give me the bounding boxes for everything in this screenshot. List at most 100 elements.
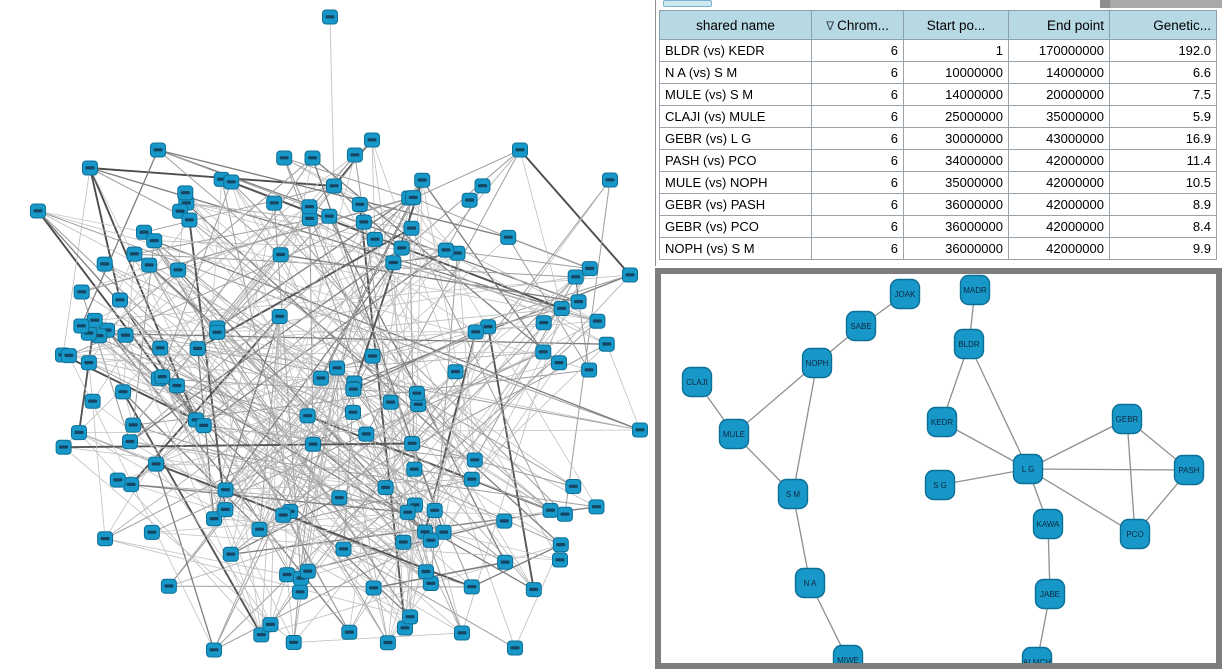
network-node[interactable] — [355, 214, 372, 230]
network-node-kawa[interactable]: KAWA — [1032, 508, 1064, 540]
network-node[interactable] — [535, 315, 552, 331]
network-node[interactable] — [331, 490, 348, 506]
table-cell[interactable]: 6 — [811, 61, 904, 84]
table-cell[interactable]: 6.6 — [1109, 61, 1217, 84]
network-node[interactable] — [217, 482, 234, 498]
network-node[interactable] — [480, 319, 497, 335]
table-cell[interactable]: 6 — [811, 171, 904, 194]
network-node[interactable] — [385, 255, 402, 271]
network-node-s-g[interactable]: S G — [924, 469, 956, 501]
network-node[interactable] — [345, 381, 362, 397]
table-cell[interactable]: 6 — [811, 39, 904, 62]
network-node[interactable] — [556, 506, 573, 522]
network-node[interactable] — [262, 617, 279, 633]
network-node-bldr[interactable]: BLDR — [953, 328, 985, 360]
network-node[interactable] — [195, 418, 212, 434]
network-node[interactable] — [97, 531, 114, 547]
table-cell[interactable]: 6 — [811, 149, 904, 172]
network-node[interactable] — [80, 355, 97, 371]
network-node[interactable] — [335, 541, 352, 557]
table-cell[interactable]: 36000000 — [903, 237, 1009, 260]
network-node[interactable] — [275, 507, 292, 523]
table-cell[interactable]: 42000000 — [1008, 193, 1110, 216]
table-cell[interactable]: GEBR (vs) PASH — [659, 193, 812, 216]
network-node[interactable] — [364, 132, 380, 148]
network-node[interactable] — [463, 579, 480, 595]
network-node[interactable] — [365, 580, 382, 596]
network-node[interactable] — [86, 312, 103, 328]
table-row[interactable]: MULE (vs) S M 6 14000000 20000000 7.5 — [659, 83, 1217, 106]
table-cell[interactable]: 6 — [811, 83, 904, 106]
table-cell[interactable]: 8.9 — [1109, 193, 1217, 216]
network-node-pash[interactable]: PASH — [1173, 454, 1205, 486]
network-node[interactable] — [125, 417, 142, 433]
network-node-sabe[interactable]: SABE — [845, 310, 877, 342]
network-node[interactable] — [71, 425, 87, 441]
scrollbar-thumb[interactable] — [663, 0, 712, 7]
table-cell[interactable]: 10.5 — [1109, 171, 1217, 194]
table-cell[interactable]: 5.9 — [1109, 105, 1217, 128]
network-node-madr[interactable]: MADR — [959, 274, 991, 306]
network-node[interactable] — [126, 246, 143, 262]
network-node[interactable] — [276, 150, 293, 166]
network-node[interactable] — [279, 567, 296, 583]
network-node-mule[interactable]: MULE — [718, 418, 750, 450]
network-node[interactable] — [152, 340, 169, 356]
table-cell[interactable]: 192.0 — [1109, 39, 1217, 62]
table-cell[interactable]: 170000000 — [1008, 39, 1110, 62]
table-cell[interactable]: 43000000 — [1008, 127, 1110, 150]
network-node[interactable] — [299, 408, 316, 424]
network-node[interactable] — [115, 384, 132, 400]
network-node[interactable] — [408, 385, 425, 401]
network-node[interactable] — [223, 174, 240, 190]
network-node[interactable] — [96, 256, 113, 272]
network-node[interactable] — [463, 471, 480, 487]
network-node[interactable] — [73, 284, 90, 300]
table-cell[interactable]: CLAJI (vs) MULE — [659, 105, 812, 128]
network-node[interactable] — [402, 609, 419, 625]
network-node[interactable] — [567, 269, 584, 285]
network-node[interactable] — [143, 524, 160, 540]
table-row[interactable]: CLAJI (vs) MULE 6 25000000 35000000 5.9 — [659, 105, 1217, 128]
network-node[interactable] — [271, 309, 288, 324]
network-node[interactable] — [292, 584, 308, 600]
table-row[interactable]: PASH (vs) PCO 6 34000000 42000000 11.4 — [659, 149, 1217, 172]
network-node[interactable] — [622, 267, 638, 283]
table-cell[interactable]: GEBR (vs) L G — [659, 127, 812, 150]
network-node[interactable] — [500, 229, 517, 245]
table-cell[interactable]: 6 — [811, 193, 904, 216]
network-node[interactable] — [404, 436, 421, 451]
table-cell[interactable]: 42000000 — [1008, 171, 1110, 194]
network-node[interactable] — [322, 9, 338, 25]
network-node[interactable] — [358, 426, 375, 442]
network-node-s-m[interactable]: S M — [777, 478, 809, 510]
network-node[interactable] — [321, 208, 338, 224]
network-node[interactable] — [535, 344, 552, 360]
table-cell[interactable]: 25000000 — [903, 105, 1009, 128]
network-node[interactable] — [437, 242, 454, 258]
table-cell[interactable]: 30000000 — [903, 127, 1009, 150]
network-node-claji[interactable]: CLAJI — [681, 366, 713, 398]
column-header-chromosome[interactable]: ∇ Chrom... — [811, 10, 904, 40]
table-cell[interactable]: MULE (vs) S M — [659, 83, 812, 106]
network-node[interactable] — [507, 640, 523, 656]
table-row[interactable]: MULE (vs) NOPH 6 35000000 42000000 10.5 — [659, 171, 1217, 194]
network-node[interactable] — [150, 142, 166, 158]
network-node[interactable] — [122, 434, 138, 450]
network-node[interactable] — [551, 355, 567, 371]
network-node[interactable] — [496, 513, 513, 529]
table-cell[interactable]: 8.4 — [1109, 215, 1217, 238]
network-node[interactable] — [326, 178, 342, 194]
network-node[interactable] — [552, 552, 568, 568]
table-cell[interactable]: MULE (vs) NOPH — [659, 171, 812, 194]
network-node[interactable] — [366, 231, 383, 247]
network-node-kedr[interactable]: KEDR — [926, 406, 958, 438]
network-node[interactable] — [406, 461, 423, 477]
network-node[interactable] — [435, 524, 452, 540]
network-node[interactable] — [565, 479, 582, 494]
network-node[interactable] — [512, 142, 528, 158]
table-cell[interactable]: 35000000 — [903, 171, 1009, 194]
network-node[interactable] — [168, 378, 185, 394]
network-node[interactable] — [552, 537, 569, 553]
network-node[interactable] — [266, 195, 283, 211]
